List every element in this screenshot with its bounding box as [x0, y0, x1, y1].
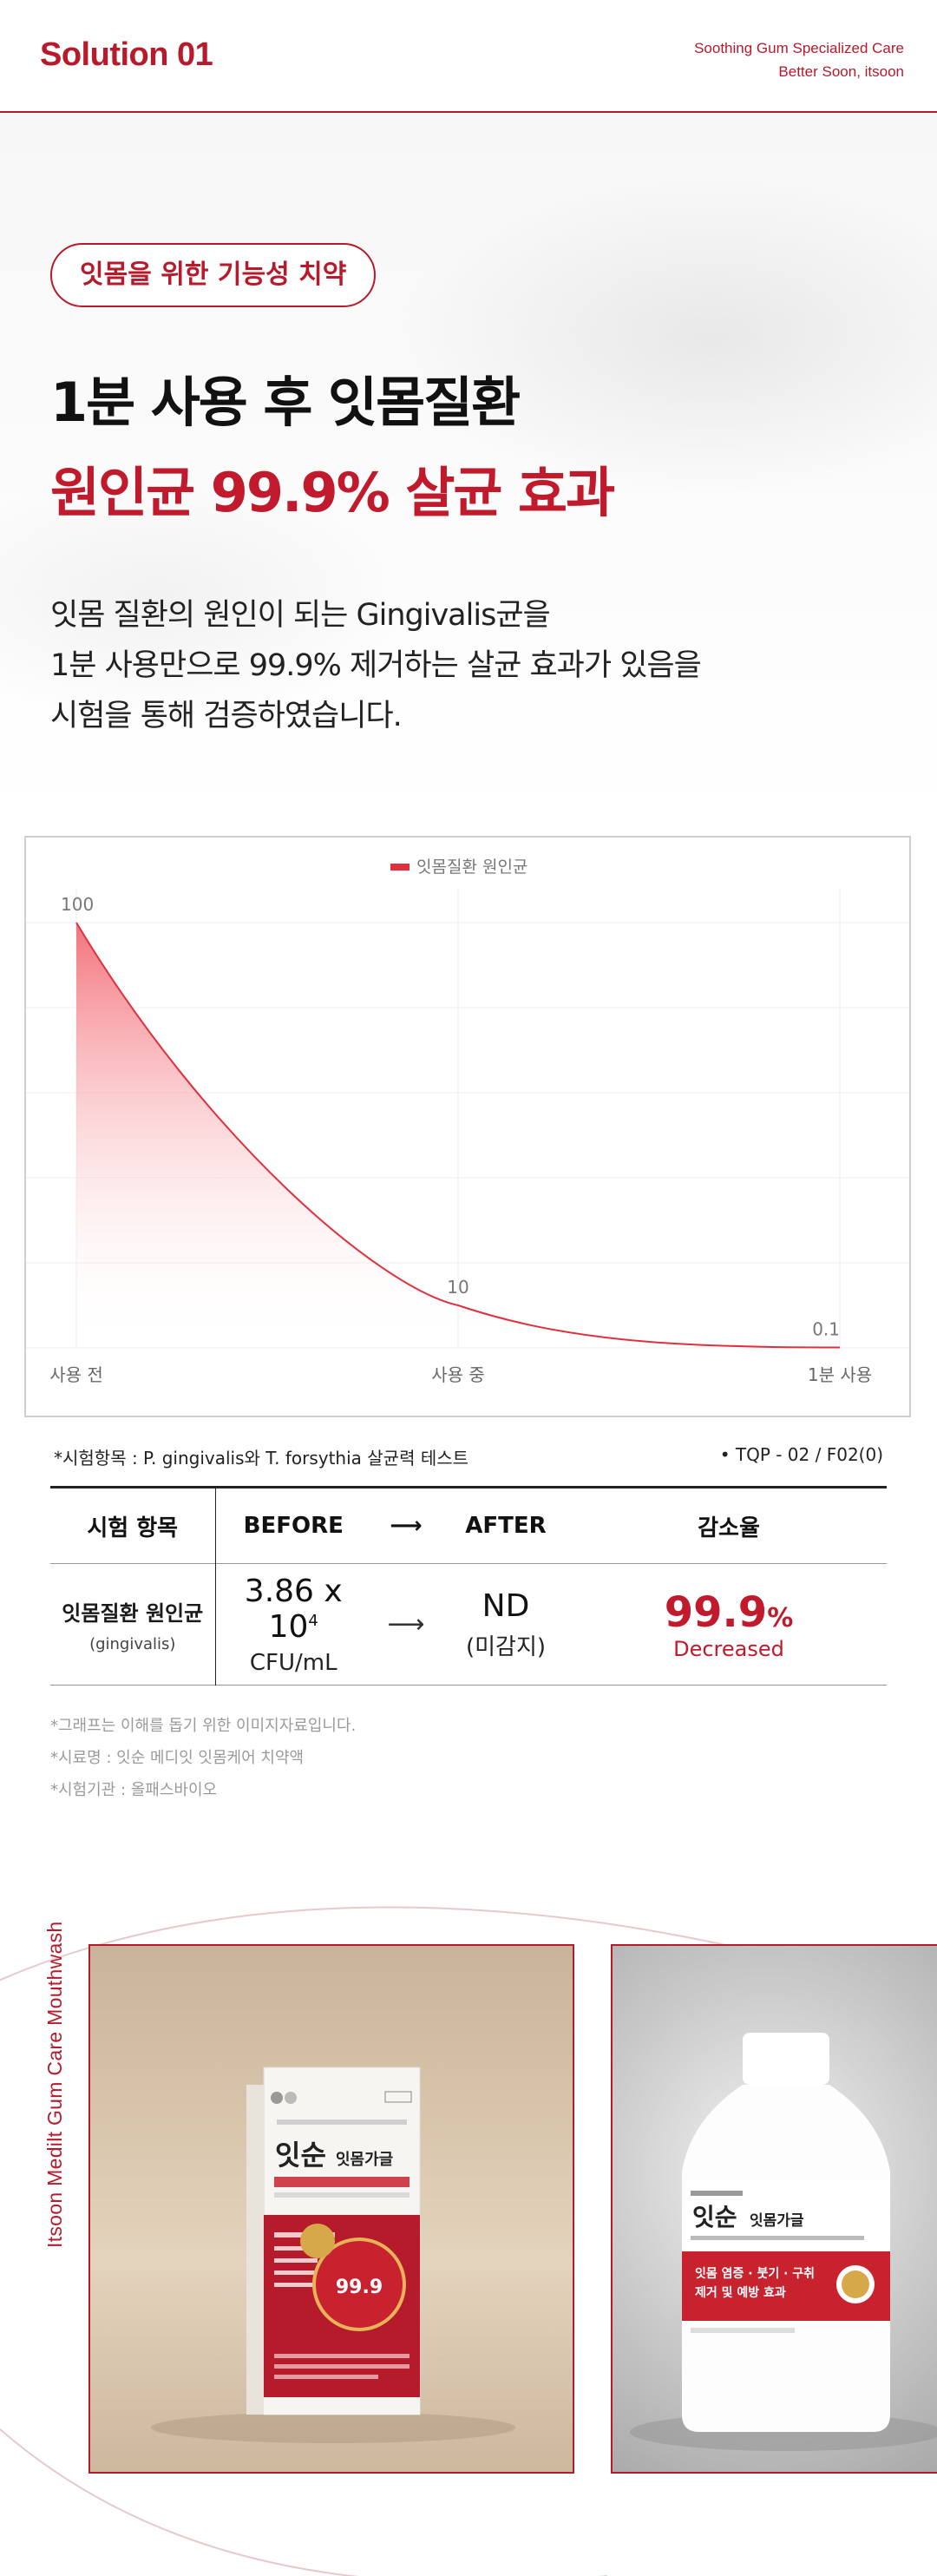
- tagline-line1: Soothing Gum Specialized Care: [694, 40, 904, 56]
- footnote: *시료명 : 잇순 메디잇 잇몸케어 치약액: [50, 1749, 305, 1767]
- tagline-line2: Better Soon, itsoon: [778, 63, 904, 80]
- row-after: ND (미감지): [441, 1564, 571, 1686]
- before-exponent: 4: [308, 1611, 318, 1630]
- item-name: 잇몸질환 원인균: [62, 1600, 204, 1626]
- data-label: 0.1: [812, 1319, 840, 1340]
- arrow-icon: ⟶: [387, 1609, 425, 1640]
- after-value: ND: [482, 1587, 530, 1624]
- test-info: *시험항목 : P. gingivalis와 T. forsythia 살균력 …: [54, 1448, 469, 1469]
- series-line: [75, 922, 841, 1349]
- box-sub-text: 잇몸가글: [336, 2151, 393, 2169]
- footnotes: *그래프는 이해를 돕기 위한 이미지자료입니다. *시료명 : 잇순 메디잇 …: [50, 1710, 356, 1806]
- row-item: 잇몸질환 원인균 (gingivalis): [50, 1563, 216, 1686]
- product-bottle-illustration: 잇순 잇몸가글 잇몸 염증 · 붓기 · 구취 제거 및 예방 효과: [630, 2033, 937, 2451]
- after-sub: (미감지): [465, 1633, 547, 1660]
- box-brand-text: 잇순: [275, 2139, 326, 2172]
- table-header-row: 시험 항목 BEFORE ⟶ AFTER 감소율: [50, 1487, 887, 1564]
- bottle-brand-text: 잇순: [692, 2203, 737, 2231]
- data-label: 100: [61, 894, 94, 915]
- series-area: [76, 923, 840, 1348]
- reduction-unit: %: [767, 1602, 794, 1633]
- row-reduction: 99.9% Decreased: [571, 1564, 887, 1686]
- description: 잇몸 질환의 원인이 되는 Gingivalis균을 1분 사용만으로 99.9…: [50, 590, 702, 741]
- header-item: 시험 항목: [50, 1487, 216, 1564]
- bottle-sub-text: 잇몸가글: [750, 2212, 804, 2230]
- header-after: AFTER: [465, 1513, 547, 1539]
- section-title: Solution 01: [40, 36, 213, 73]
- side-brand-text: Itsoon Medilt Gum Care Mouthwash: [43, 1921, 66, 2248]
- header: Solution 01 Soothing Gum Specialized Car…: [0, 0, 937, 113]
- area-chart: 100 10 0.1 사용 전 사용 중 1분 사용 잇몸질환 원인균: [26, 858, 909, 1385]
- reduction-number: 99.9: [664, 1587, 768, 1637]
- box-badge-text: 99.9: [336, 2277, 383, 2298]
- x-tick-label: 1분 사용: [808, 1364, 872, 1385]
- product-box-photo: 잇순 잇몸가글 99.9: [88, 1944, 574, 2474]
- headline-line1: 1분 사용 후 잇몸질환: [50, 371, 521, 434]
- bottle-banner-line1: 잇몸 염증 · 붓기 · 구취: [695, 2266, 815, 2281]
- background-wash: [0, 113, 937, 825]
- legend-label: 잇몸질환 원인균: [416, 858, 527, 877]
- reduction-sub: Decreased: [673, 1636, 784, 1661]
- test-code: • TQP - 02 / F02(0): [719, 1444, 883, 1465]
- brand-tagline: Soothing Gum Specialized Care Better Soo…: [694, 36, 904, 83]
- header-before: BEFORE: [243, 1513, 344, 1539]
- before-value: 3.86 x 104: [216, 1574, 372, 1645]
- before-number: 3.86 x 10: [244, 1573, 343, 1645]
- chart-container: 100 10 0.1 사용 전 사용 중 1분 사용 잇몸질환 원인균: [24, 836, 911, 1417]
- desc-line1: 잇몸 질환의 원인이 되는 Gingivalis균을: [50, 598, 551, 633]
- product-box-illustration: 잇순 잇몸가글 99.9: [151, 2067, 515, 2443]
- legend-swatch: [390, 864, 410, 871]
- desc-line2: 1분 사용만으로 99.9% 제거하는 살균 효과가 있음을: [50, 648, 702, 683]
- product-bottle-photo: 잇순 잇몸가글 잇몸 염증 · 붓기 · 구취 제거 및 예방 효과: [611, 1944, 937, 2474]
- headline: 1분 사용 후 잇몸질환 원인균 99.9% 살균 효과: [50, 358, 615, 538]
- desc-line3: 시험을 통해 검증하였습니다.: [50, 699, 403, 733]
- reduction-value: 99.9%: [571, 1588, 887, 1637]
- category-pill: 잇몸을 위한 기능성 치약: [50, 243, 377, 307]
- item-sub: (gingivalis): [89, 1634, 176, 1653]
- headline-line2: 원인균 99.9% 살균 효과: [50, 461, 615, 524]
- table-row: 잇몸질환 원인균 (gingivalis) 3.86 x 104 CFU/mL …: [50, 1563, 887, 1686]
- results-table: 시험 항목 BEFORE ⟶ AFTER 감소율 잇몸질환 원인균 (gingi…: [50, 1486, 887, 1686]
- x-tick-label: 사용 중: [431, 1364, 485, 1385]
- footnote: *시험기관 : 올패스바이오: [50, 1781, 218, 1799]
- bottle-banner-line2: 제거 및 예방 효과: [695, 2285, 786, 2300]
- row-before: 3.86 x 104 CFU/mL: [215, 1564, 371, 1686]
- data-label: 10: [447, 1277, 468, 1298]
- footnote: *그래프는 이해를 돕기 위한 이미지자료입니다.: [50, 1717, 357, 1735]
- before-unit: CFU/mL: [249, 1649, 337, 1676]
- header-reduction: 감소율: [698, 1515, 760, 1541]
- x-tick-label: 사용 전: [49, 1364, 103, 1385]
- arrow-icon: ⟶: [390, 1513, 423, 1539]
